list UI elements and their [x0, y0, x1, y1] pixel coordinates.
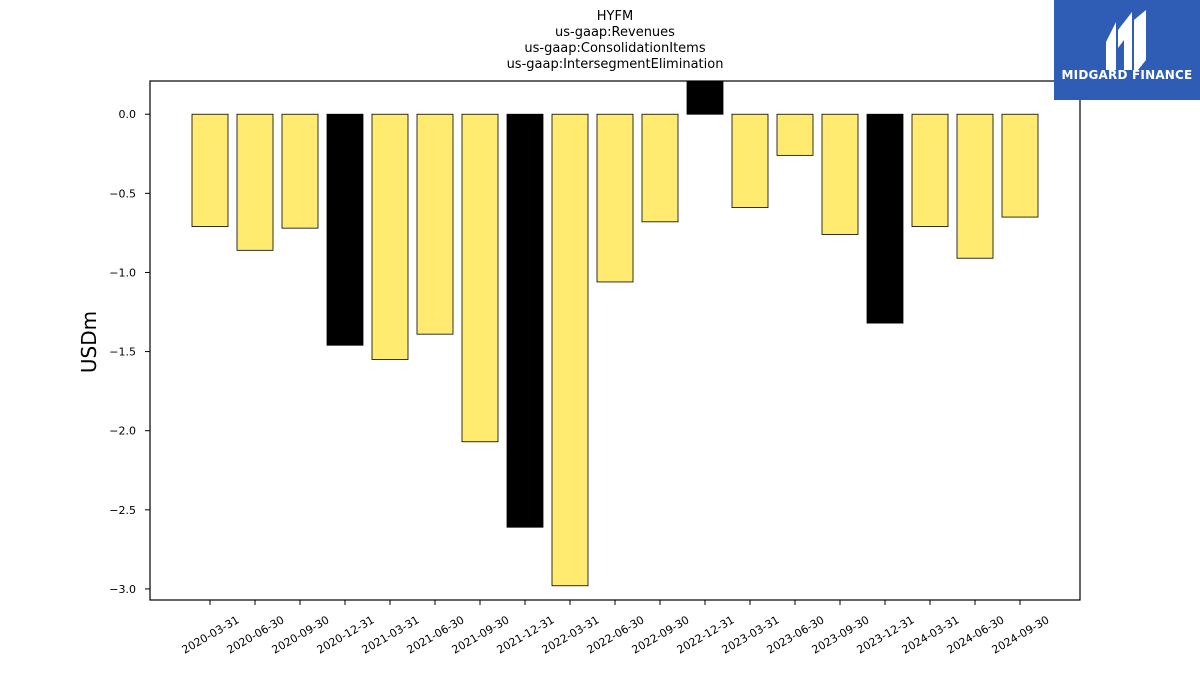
- logo-icon: [1106, 10, 1146, 70]
- chart-title-line: us-gaap:Revenues: [555, 25, 675, 40]
- chart-title-line: us-gaap:ConsolidationItems: [524, 41, 705, 56]
- y-tick-label: 0.0: [119, 108, 137, 121]
- bar: [371, 113, 409, 360]
- brand-logo: MIDGARD FINANCE: [1054, 0, 1200, 100]
- bar: [281, 113, 319, 229]
- bar: [866, 113, 904, 324]
- y-tick-label: −2.0: [109, 425, 136, 438]
- chart-title: HYFMus-gaap:Revenuesus-gaap:Consolidatio…: [507, 9, 724, 72]
- bar: [641, 113, 679, 223]
- bar: [461, 113, 499, 443]
- bar: [911, 113, 949, 227]
- logo-text: MIDGARD FINANCE: [1061, 68, 1193, 82]
- y-tick-label: −1.0: [109, 266, 136, 279]
- bar: [821, 113, 859, 235]
- bar: [731, 113, 769, 208]
- chart-title-line: HYFM: [597, 9, 633, 24]
- bar: [776, 113, 814, 156]
- bar: [1001, 113, 1039, 218]
- bar: [596, 113, 634, 283]
- y-tick-label: −0.5: [109, 187, 136, 200]
- bar: [326, 113, 364, 346]
- bar: [236, 113, 274, 251]
- y-tick-label: −1.5: [109, 346, 136, 359]
- y-axis-ticks: 0.0 −0.5 −1.0 −1.5 −2.0 −2.5 −3.0: [109, 108, 150, 596]
- chart-title-line: us-gaap:IntersegmentElimination: [507, 57, 724, 72]
- y-tick-label: −3.0: [109, 583, 136, 596]
- bar: [956, 113, 994, 259]
- x-axis-ticks: 2020-03-312020-06-302020-09-302020-12-31…: [180, 600, 1052, 657]
- bar: [686, 80, 724, 115]
- plot-frame: [149, 80, 1081, 601]
- y-tick-label: −2.5: [109, 504, 136, 517]
- bars-group: [191, 80, 1039, 587]
- bar: [551, 113, 589, 587]
- y-axis-label: USDm: [77, 311, 101, 373]
- bar: [506, 113, 544, 528]
- bar: [191, 113, 229, 227]
- bar: [416, 113, 454, 335]
